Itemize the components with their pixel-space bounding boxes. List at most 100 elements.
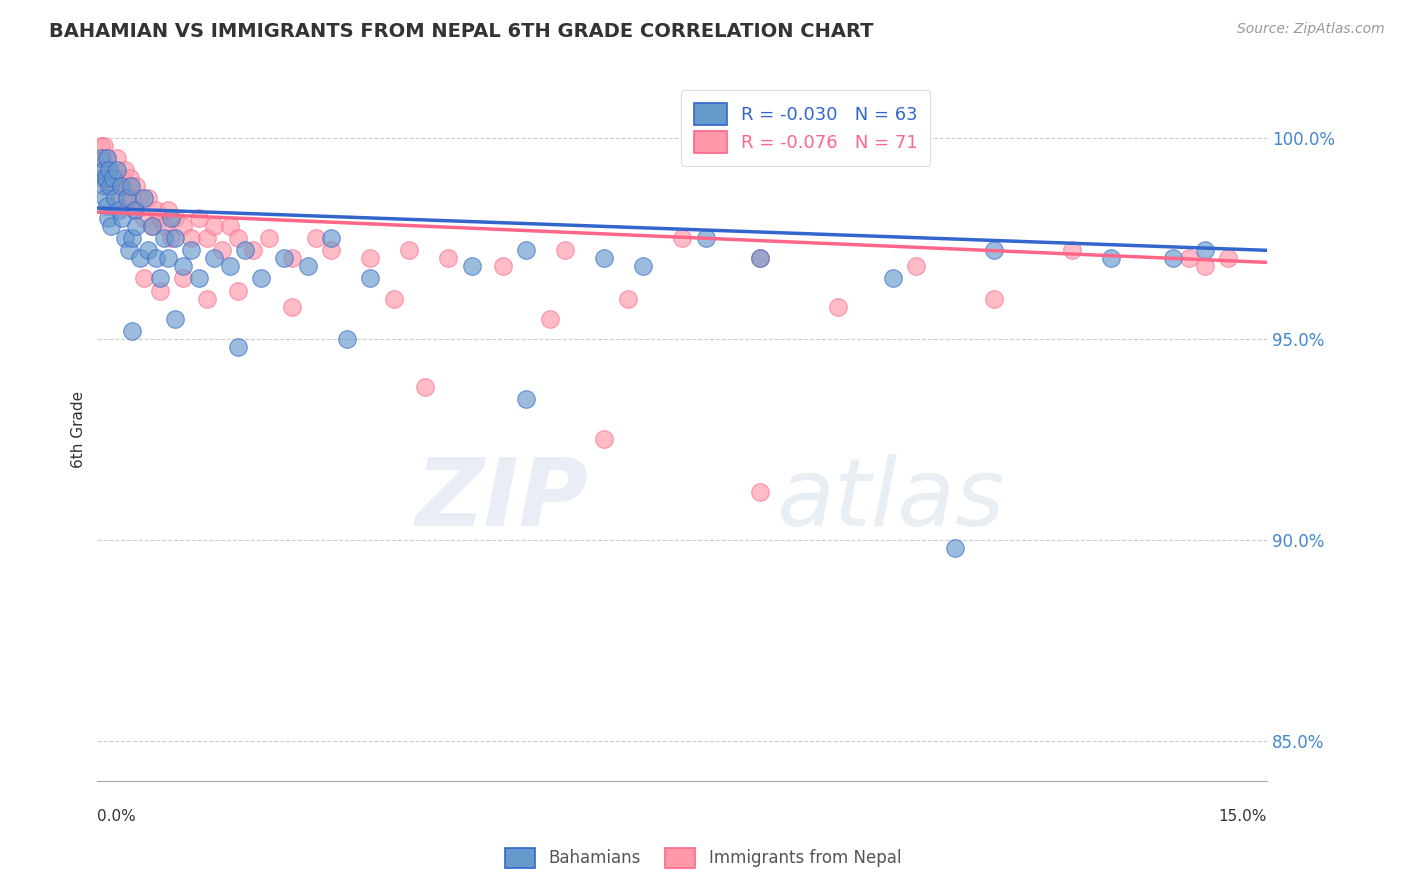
Point [91,151,114,165]
Point [149,271,172,285]
Point [943,541,966,555]
Point [145,203,167,218]
Point [141,219,163,234]
Point [336,332,359,346]
Point [134,211,156,226]
Point [141,219,163,234]
Point [98,179,121,194]
Point [180,244,202,258]
Point [202,252,225,266]
Point [554,244,576,258]
Point [882,271,904,285]
Point [100,170,122,185]
Point [219,219,242,234]
Point [165,211,187,226]
Point [129,252,152,266]
Point [108,191,131,205]
Point [226,340,249,354]
Point [120,179,142,194]
Point [124,203,146,218]
Point [538,311,561,326]
Point [96,199,118,213]
Point [515,244,537,258]
Point [492,260,515,274]
Text: 15.0%: 15.0% [1219,809,1267,824]
Point [93,179,115,194]
Text: 0.0%: 0.0% [97,809,136,824]
Point [101,170,124,185]
Point [134,191,156,205]
Point [165,311,187,326]
Point [593,252,616,266]
Text: BAHAMIAN VS IMMIGRANTS FROM NEPAL 6TH GRADE CORRELATION CHART: BAHAMIAN VS IMMIGRANTS FROM NEPAL 6TH GR… [49,22,873,41]
Point [211,244,233,258]
Point [257,231,280,245]
Point [359,271,381,285]
Point [115,191,138,205]
Point [235,244,257,258]
Point [631,260,654,274]
Point [134,271,156,285]
Point [905,260,928,274]
Point [172,219,194,234]
Point [101,179,124,194]
Point [100,219,122,234]
Legend: Bahamians, Immigrants from Nepal: Bahamians, Immigrants from Nepal [498,841,908,875]
Point [114,231,136,245]
Point [172,271,194,285]
Point [111,211,134,226]
Point [94,170,117,185]
Point [152,231,174,245]
Point [827,300,849,314]
Point [117,179,139,194]
Point [93,162,115,177]
Point [103,170,125,185]
Text: ZIP: ZIP [416,453,589,546]
Point [297,260,319,274]
Point [90,151,112,165]
Point [117,244,139,258]
Point [160,211,183,226]
Point [156,203,179,218]
Point [281,252,304,266]
Point [460,260,482,274]
Point [749,252,772,266]
Point [382,292,405,306]
Point [195,231,218,245]
Point [160,231,183,245]
Point [94,191,117,205]
Point [91,170,114,185]
Point [90,138,112,153]
Point [98,162,121,177]
Point [219,260,242,274]
Point [96,151,118,165]
Point [671,231,693,245]
Point [1163,252,1185,266]
Point [180,231,202,245]
Point [413,380,436,394]
Text: Source: ZipAtlas.com: Source: ZipAtlas.com [1237,22,1385,37]
Point [136,244,159,258]
Point [121,231,143,245]
Point [226,284,249,298]
Point [273,252,295,266]
Point [145,252,167,266]
Point [359,252,381,266]
Point [129,191,152,205]
Point [1216,252,1239,266]
Point [97,211,120,226]
Point [96,151,118,165]
Point [187,271,209,285]
Point [749,484,772,499]
Point [983,292,1005,306]
Point [115,191,138,205]
Point [593,432,616,446]
Point [114,162,136,177]
Point [149,284,172,298]
Point [136,191,159,205]
Point [242,244,264,258]
Text: atlas: atlas [776,454,1004,545]
Point [110,170,132,185]
Point [152,219,174,234]
Point [125,219,148,234]
